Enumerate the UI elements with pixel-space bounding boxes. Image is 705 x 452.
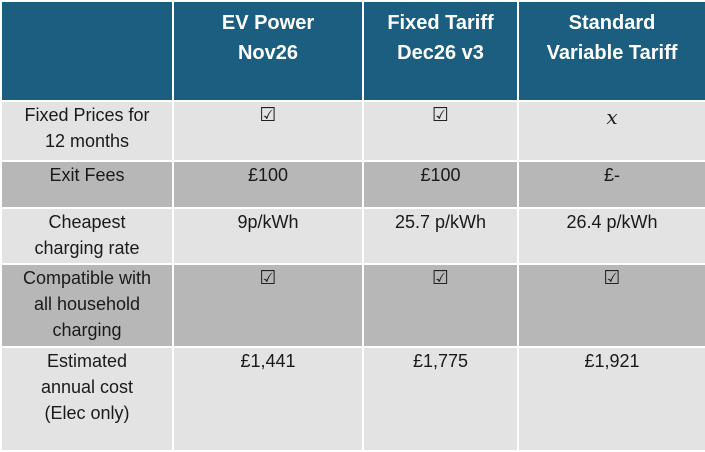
header-ev-power: EV Power Nov26 — [172, 0, 364, 102]
checkbox-checked-icon: ☑ — [259, 104, 277, 126]
header-fixed-tariff: Fixed Tariff Dec26 v3 — [362, 0, 519, 102]
cell-cost-ev-power: £1,441 — [172, 346, 364, 452]
row-label-line: all household — [33, 294, 141, 314]
header-corner-cell — [0, 0, 174, 102]
row-label-line: Compatible with — [22, 268, 152, 288]
row-label-line: charging — [52, 320, 122, 340]
checkbox-checked-icon: ☑ — [431, 267, 450, 289]
checkbox-checked-icon: ☑ — [259, 267, 277, 289]
cell-compatible-fixed-tariff: ☑ — [362, 263, 519, 348]
row-label-line: Fixed Prices for — [24, 105, 150, 125]
header-row: EV Power Nov26 Fixed Tariff Dec26 v3 Sta… — [0, 0, 705, 102]
row-label-fixed-prices: Fixed Prices for 12 months — [0, 100, 174, 162]
header-ev-power-line2: Nov26 — [237, 42, 299, 64]
cell-exit-fees-ev-power: £100 — [172, 160, 364, 209]
row-label-exit-fees: Exit Fees — [0, 160, 174, 209]
cell-cost-fixed-tariff: £1,775 — [362, 346, 519, 452]
cross-icon: 𝑥 — [606, 105, 618, 129]
cell-fixed-prices-standard-variable: 𝑥 — [517, 100, 705, 162]
header-standard-variable: Standard Variable Tariff — [517, 0, 705, 102]
row-cheapest-rate: Cheapest charging rate 9p/kWh 25.7 p/kWh… — [0, 207, 705, 265]
row-label-compatible: Compatible with all household charging — [0, 263, 174, 348]
cell-fixed-prices-fixed-tariff: ☑ — [362, 100, 519, 162]
cell-rate-ev-power: 9p/kWh — [172, 207, 364, 265]
checkbox-checked-icon: ☑ — [431, 104, 450, 126]
header-fixed-tariff-line1: Fixed Tariff — [387, 12, 494, 34]
cell-compatible-standard-variable: ☑ — [517, 263, 705, 348]
row-exit-fees: Exit Fees £100 £100 £- — [0, 160, 705, 209]
cell-exit-fees-fixed-tariff: £100 — [362, 160, 519, 209]
row-label-line: annual cost — [40, 377, 134, 397]
row-label-line: Cheapest — [48, 212, 126, 232]
header-fixed-tariff-line2: Dec26 v3 — [397, 42, 484, 64]
cell-cost-standard-variable: £1,921 — [517, 346, 705, 452]
row-fixed-prices: Fixed Prices for 12 months ☑ ☑ 𝑥 — [0, 100, 705, 162]
cell-exit-fees-standard-variable: £- — [517, 160, 705, 209]
row-label-line: 12 months — [44, 131, 130, 151]
row-annual-cost: Estimated annual cost (Elec only) £1,441… — [0, 346, 705, 452]
cell-fixed-prices-ev-power: ☑ — [172, 100, 364, 162]
cell-rate-fixed-tariff: 25.7 p/kWh — [362, 207, 519, 265]
row-label-cheapest-rate: Cheapest charging rate — [0, 207, 174, 265]
row-label-line: Exit Fees — [49, 165, 125, 185]
checkbox-checked-icon: ☑ — [603, 267, 621, 289]
row-label-line: charging rate — [34, 238, 140, 258]
header-standard-variable-line2: Variable Tariff — [546, 42, 678, 64]
cell-rate-standard-variable: 26.4 p/kWh — [517, 207, 705, 265]
row-label-annual-cost: Estimated annual cost (Elec only) — [0, 346, 174, 452]
cell-compatible-ev-power: ☑ — [172, 263, 364, 348]
row-compatible: Compatible with all household charging ☑… — [0, 263, 705, 348]
header-standard-variable-line1: Standard — [568, 12, 656, 34]
header-ev-power-line1: EV Power — [221, 12, 315, 34]
row-label-line: (Elec only) — [44, 403, 130, 423]
row-label-line: Estimated — [46, 351, 128, 371]
